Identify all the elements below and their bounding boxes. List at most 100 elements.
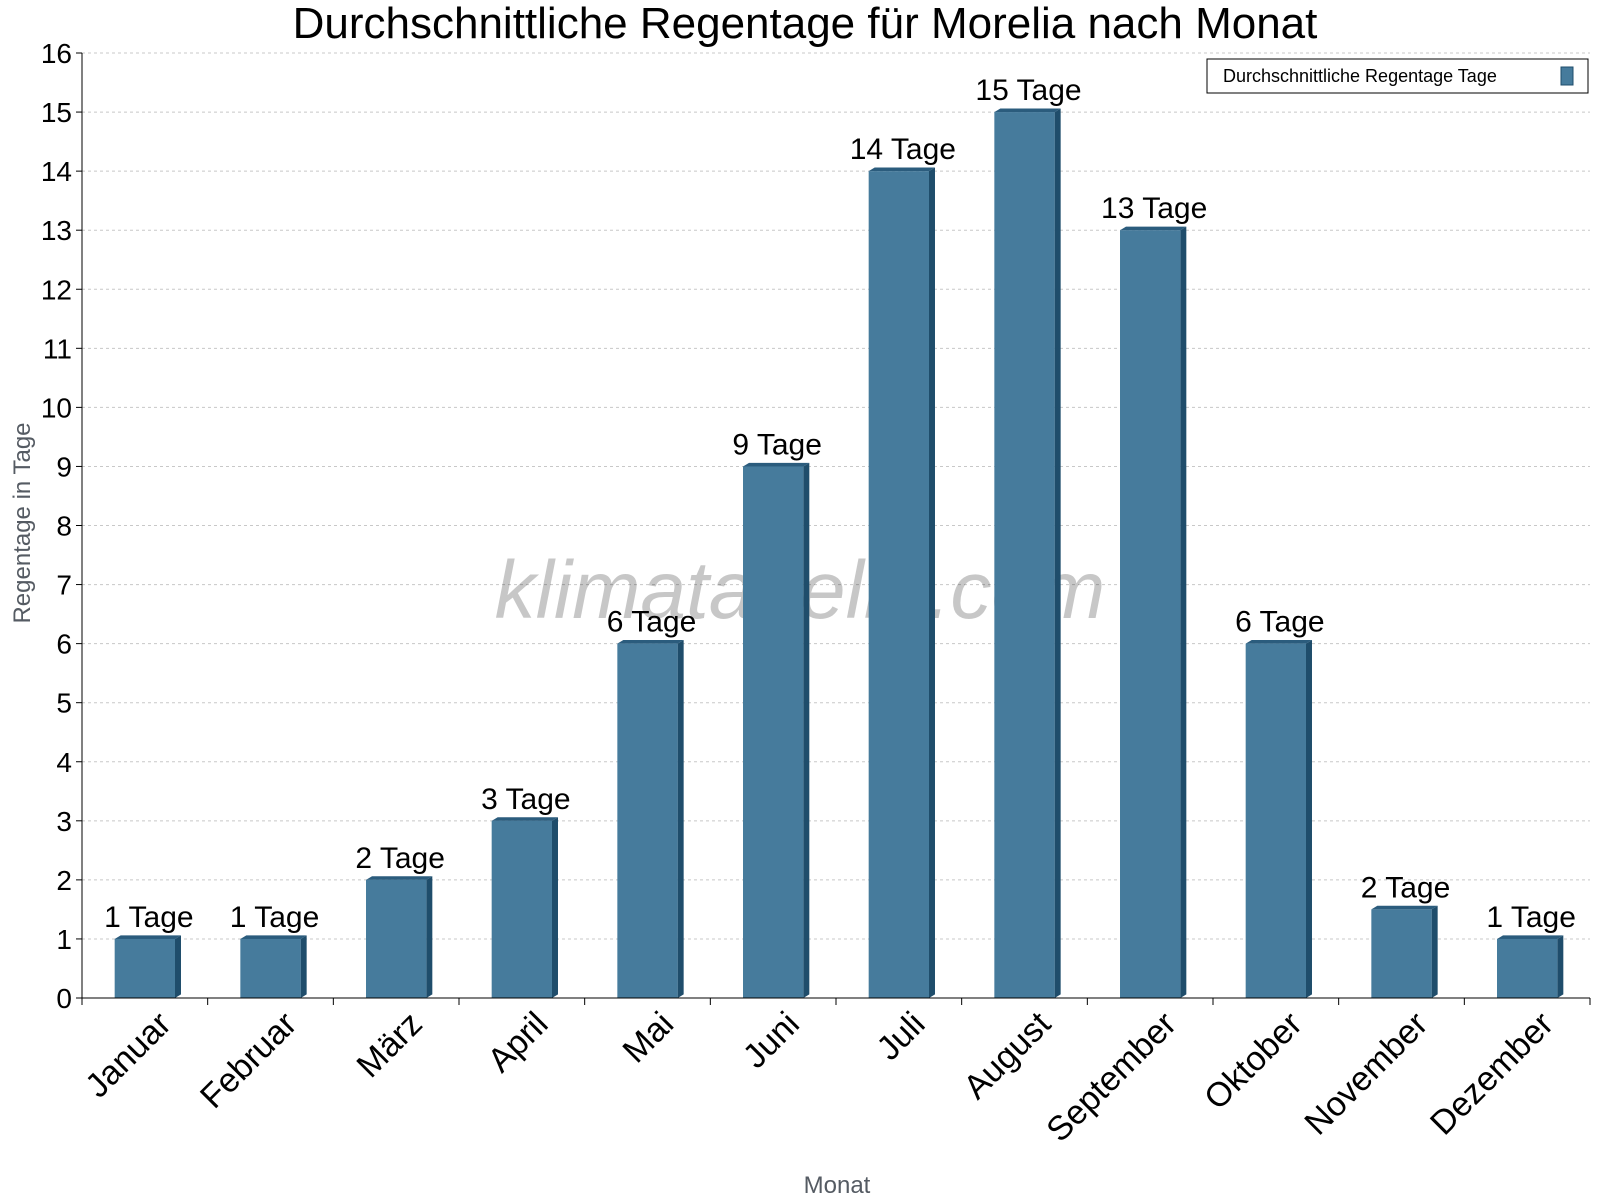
y-tick-label-14: 14: [41, 156, 72, 187]
x-tick-label-juli: Juli: [870, 1005, 933, 1068]
bar-front-april: [491, 820, 552, 998]
bar-september: [1120, 226, 1187, 998]
bar-side-dezember: [1557, 935, 1564, 998]
grid-lines: [82, 52, 1590, 940]
x-tick-label-november: November: [1297, 1005, 1435, 1143]
data-label-januar: 1 Tage: [104, 901, 194, 934]
x-tick-label-september: September: [1039, 1005, 1183, 1149]
x-tick-label-januar: Januar: [78, 1005, 178, 1105]
y-tick-label-1: 1: [56, 924, 72, 955]
data-label-august: 15 Tage: [975, 74, 1081, 107]
bar-top-dezember: [1497, 935, 1564, 939]
y-tick-label-3: 3: [56, 806, 72, 837]
bar-front-juli: [868, 171, 929, 998]
data-label-februar: 1 Tage: [230, 901, 320, 934]
bar-side-februar: [300, 935, 307, 998]
bar-juli: [868, 167, 935, 998]
bar-side-september: [1180, 226, 1187, 998]
bar-top-april: [491, 817, 558, 821]
bar-mai: [617, 640, 684, 998]
y-tick-label-5: 5: [56, 688, 72, 719]
chart-title: Durchschnittliche Regentage für Morelia …: [293, 0, 1318, 48]
data-label-märz: 2 Tage: [355, 842, 445, 875]
bar-front-juni: [743, 466, 804, 998]
bar-side-juni: [803, 462, 810, 998]
bar-top-juli: [868, 167, 935, 172]
x-tick-label-april: April: [481, 1005, 556, 1080]
bar-top-oktober: [1245, 640, 1312, 644]
x-tick-label-februar: Februar: [193, 1005, 304, 1116]
data-label-juli: 14 Tage: [850, 133, 956, 166]
x-axis-label: Monat: [804, 1172, 871, 1199]
x-tick-label-dezember: Dezember: [1423, 1005, 1561, 1143]
bar-front-januar: [114, 938, 175, 998]
bar-front-oktober: [1245, 643, 1306, 998]
y-tick-label-0: 0: [56, 983, 72, 1014]
bar-side-mai: [677, 640, 684, 998]
x-tick-label-juni: Juni: [736, 1005, 807, 1076]
y-tick-label-16: 16: [41, 38, 72, 69]
y-tick-label-9: 9: [56, 451, 72, 482]
bar-front-mai: [617, 643, 678, 998]
legend-box: [1206, 58, 1589, 94]
y-tick-label-7: 7: [56, 570, 72, 601]
bar-side-märz: [426, 876, 433, 998]
data-label-dezember: 1 Tage: [1486, 901, 1576, 934]
bar-side-januar: [174, 935, 181, 998]
bar-top-august: [994, 108, 1061, 113]
bars: [114, 108, 1564, 998]
bar-front-märz: [366, 879, 427, 998]
bar-dezember: [1497, 935, 1564, 998]
y-tick-label-6: 6: [56, 629, 72, 660]
bar-side-april: [551, 817, 558, 998]
legend: Durchschnittliche Regentage Tage: [1206, 58, 1589, 94]
bar-märz: [366, 876, 433, 998]
bar-juni: [743, 462, 810, 998]
y-tick-label-13: 13: [41, 215, 72, 246]
data-label-april: 3 Tage: [481, 783, 571, 816]
x-tick-label-märz: März: [350, 1005, 430, 1085]
bar-august: [994, 108, 1061, 998]
bar-side-november: [1431, 905, 1438, 998]
y-tick-label-11: 11: [43, 333, 72, 364]
data-label-mai: 6 Tage: [607, 606, 697, 639]
bar-top-februar: [240, 935, 307, 939]
data-label-november: 2 Tage: [1361, 871, 1451, 904]
x-tick-label-august: August: [956, 1004, 1058, 1106]
bar-februar: [240, 935, 307, 998]
bar-front-november: [1371, 909, 1432, 998]
bar-front-dezember: [1497, 938, 1558, 998]
legend-swatch: [1560, 66, 1574, 86]
bar-november: [1371, 905, 1438, 998]
y-tick-label-15: 15: [41, 97, 72, 128]
data-labels: 1 Tage 1 Tage 2 Tage 3 Tage 6 Tage 9 Tage 14 T…: [104, 74, 1576, 934]
bar-front-februar: [240, 938, 301, 998]
bar-front-september: [1120, 230, 1181, 998]
y-tick-label-8: 8: [56, 511, 72, 542]
y-tick-label-4: 4: [56, 747, 72, 778]
data-label-juni: 9 Tage: [732, 428, 822, 461]
y-tick-label-10: 10: [41, 392, 72, 423]
bar-side-august: [1054, 108, 1061, 998]
y-axis-label: Regentage in Tage: [9, 422, 36, 623]
y-tick-label-2: 2: [56, 865, 72, 896]
bar-top-märz: [366, 876, 433, 880]
bar-top-juni: [743, 462, 810, 467]
bar-top-november: [1371, 905, 1438, 910]
bar-april: [491, 817, 558, 998]
bar-front-august: [994, 112, 1055, 998]
x-tick-label-mai: Mai: [616, 1005, 682, 1071]
data-label-oktober: 6 Tage: [1235, 606, 1325, 639]
bar-top-januar: [114, 935, 181, 939]
bar-side-juli: [928, 167, 935, 998]
bar-top-september: [1120, 226, 1187, 231]
x-tick-label-oktober: Oktober: [1197, 1005, 1309, 1117]
bar-oktober: [1245, 640, 1312, 998]
y-tick-label-12: 12: [41, 274, 72, 305]
legend-label: Durchschnittliche Regentage Tage: [1223, 66, 1497, 86]
bar-januar: [114, 935, 181, 998]
bar-top-mai: [617, 640, 684, 644]
bar-side-oktober: [1305, 640, 1312, 998]
